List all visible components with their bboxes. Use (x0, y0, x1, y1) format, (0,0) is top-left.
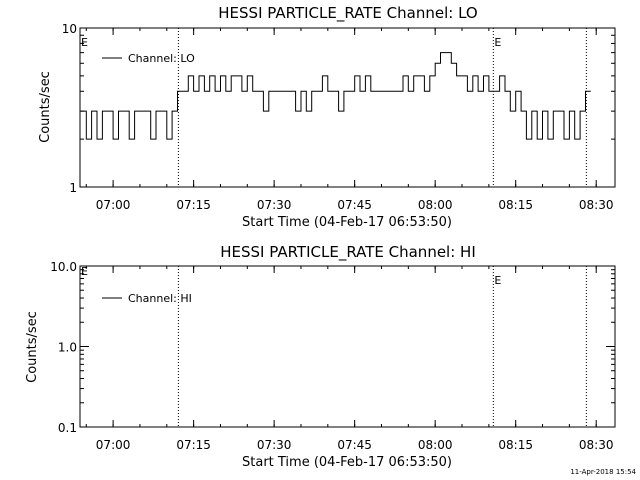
plot-frame-hi (79, 265, 616, 428)
x-tick-label: 08:00 (418, 438, 453, 452)
event-markers-lo: E (177, 28, 587, 187)
legend-lo: Channel: LO (102, 52, 195, 65)
x-axis-label-lo: Start Time (04-Feb-17 06:53:50) (242, 215, 452, 230)
event-marker-label: E (494, 274, 501, 287)
legend-label-lo: Channel: LO (128, 52, 195, 65)
legend-hi: Channel: HI (102, 292, 192, 305)
y-axis-label-lo: Counts/sec (38, 71, 53, 143)
chart-title-hi: HESSI PARTICLE_RATE Channel: HI (220, 243, 476, 262)
x-tick-label: 07:15 (176, 438, 211, 452)
event-markers-hi: E (177, 266, 587, 427)
y-tick-label: 0.1 (58, 421, 77, 435)
x-tick-label: 07:45 (337, 198, 372, 212)
x-tick-label: 07:30 (257, 198, 292, 212)
chart-title-lo: HESSI PARTICLE_RATE Channel: LO (218, 4, 477, 23)
panel-hi: HESSI PARTICLE_RATE Channel: HI Counts/s… (25, 243, 616, 470)
x-tick-label: 08:15 (498, 198, 533, 212)
plot-frame-lo (79, 27, 616, 188)
event-marker-label: E (494, 36, 501, 49)
axis-ticks-lo: 07:00 07:15 07:30 07:45 08:00 08:15 08:30 1 10 (62, 22, 615, 212)
x-tick-label: 07:00 (96, 198, 131, 212)
x-tick-label: 08:15 (498, 438, 533, 452)
edge-label-hi: E (81, 265, 88, 278)
series-line-channel-lo (80, 52, 591, 140)
panel-lo: HESSI PARTICLE_RATE Channel: LO Counts/s… (38, 4, 616, 230)
edge-label-lo: E (81, 36, 88, 49)
x-tick-label: 07:15 (176, 198, 211, 212)
legend-label-hi: Channel: HI (128, 292, 192, 305)
y-tick-label: 10 (62, 22, 77, 36)
x-tick-label: 08:30 (579, 438, 614, 452)
x-tick-label: 07:30 (257, 438, 292, 452)
footer-date: 11-Apr-2018 15:54 (570, 468, 636, 476)
y-axis-label-hi: Counts/sec (25, 311, 40, 383)
y-tick-label: 10.0 (50, 260, 77, 274)
x-tick-label: 08:30 (579, 198, 614, 212)
axis-ticks-hi: 07:00 07:15 07:30 07:45 08:00 08:15 08:30 0.1 1.… (50, 260, 615, 452)
x-tick-label: 07:00 (96, 438, 131, 452)
x-axis-label-hi: Start Time (04-Feb-17 06:53:50) (242, 455, 452, 470)
x-tick-label: 07:45 (337, 438, 372, 452)
y-tick-label: 1 (69, 181, 77, 195)
y-tick-label: 1.0 (58, 341, 77, 355)
x-tick-label: 08:00 (418, 198, 453, 212)
